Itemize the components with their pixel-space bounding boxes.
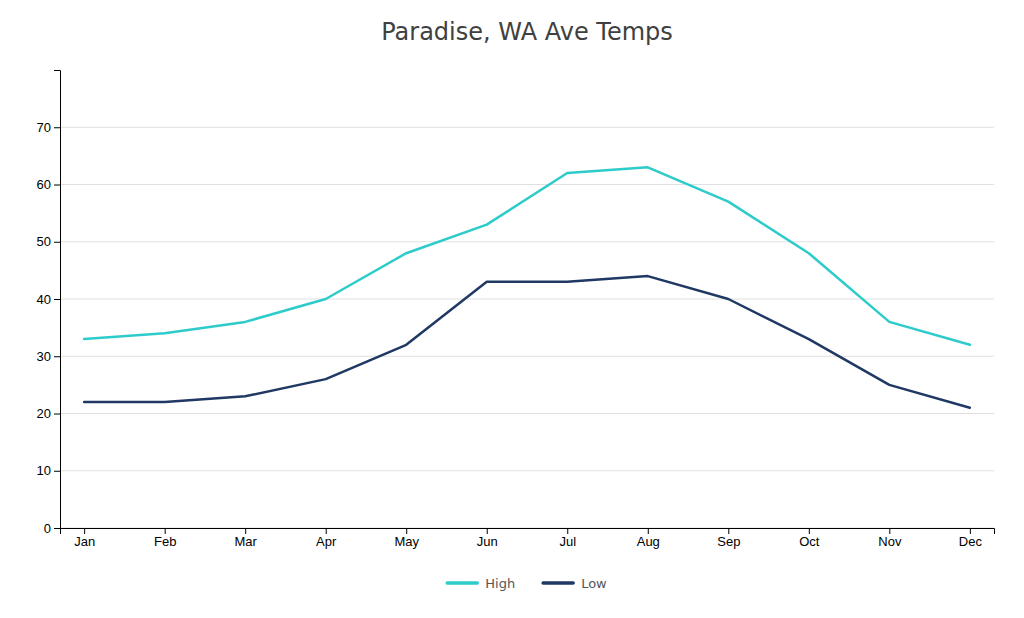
x-tick-mark: [809, 528, 810, 534]
y-tick: 50: [37, 234, 60, 249]
x-tick-label: Oct: [799, 534, 820, 549]
y-axis-line: [54, 71, 61, 529]
legend-swatch: [543, 581, 573, 585]
x-tick: Sep: [717, 528, 740, 549]
title: Paradise, WA Ave Temps: [381, 18, 673, 46]
x-tick: Jan: [74, 528, 95, 549]
y-tick-label: 70: [37, 120, 51, 135]
y-tick-mark: [54, 127, 60, 128]
y-tick-mark: [54, 528, 60, 529]
grid-line: [60, 413, 994, 414]
y-tick-mark: [54, 471, 60, 472]
x-tick-label: Feb: [154, 534, 176, 549]
x-tick-mark: [245, 528, 246, 534]
y-tick-mark: [54, 242, 60, 243]
x-tick: Feb: [154, 528, 176, 549]
x-axis: Jan Feb Mar Apr May Jun Jul Aug Sep Oct Nov Dec: [61, 528, 995, 549]
plot-area: [84, 167, 970, 407]
x-tick: Aug: [637, 528, 660, 549]
grid: [60, 127, 994, 528]
x-tick-mark: [567, 528, 568, 534]
legend: High Low: [447, 576, 607, 591]
series-line: [84, 167, 970, 344]
x-tick-label: May: [394, 534, 419, 549]
x-tick: Jun: [477, 528, 498, 549]
y-tick-mark: [54, 356, 60, 357]
x-tick: Jul: [559, 528, 576, 549]
grid-line: [60, 184, 994, 185]
x-tick-mark: [165, 528, 166, 534]
x-tick-mark: [326, 528, 327, 534]
grid-line: [60, 470, 994, 471]
y-tick-label: 60: [37, 177, 51, 192]
y-tick-label: 0: [44, 521, 51, 536]
x-tick: Nov: [878, 528, 902, 549]
legend-label: Low: [581, 576, 607, 591]
y-tick: 20: [37, 406, 60, 421]
y-tick: 10: [37, 463, 60, 478]
y-tick-mark: [54, 185, 60, 186]
x-tick-mark: [648, 528, 649, 534]
x-tick-label: Jun: [477, 534, 498, 549]
legend-item: Low: [543, 576, 607, 591]
grid-line: [60, 127, 994, 128]
y-tick: 40: [37, 292, 60, 307]
x-tick: Dec: [959, 528, 983, 549]
y-tick-label: 10: [37, 463, 51, 478]
x-tick-mark: [487, 528, 488, 534]
x-tick-mark: [84, 528, 85, 534]
legend-item: High: [447, 576, 515, 591]
y-tick: 30: [37, 349, 60, 364]
y-tick: 60: [37, 177, 60, 192]
series-line: [84, 276, 970, 408]
x-tick-label: Apr: [316, 534, 337, 549]
x-tick-mark: [406, 528, 407, 534]
grid-line: [60, 241, 994, 242]
y-tick-label: 30: [37, 349, 51, 364]
x-tick-label: Jul: [559, 534, 576, 549]
y-tick: 0: [44, 521, 60, 536]
legend-swatch: [447, 581, 477, 585]
x-tick-mark: [728, 528, 729, 534]
y-tick-label: 20: [37, 406, 51, 421]
grid-line: [60, 356, 994, 357]
x-tick: Oct: [799, 528, 820, 549]
x-tick-label: Sep: [717, 534, 740, 549]
y-tick-label: 40: [37, 292, 51, 307]
x-tick-label: Jan: [74, 534, 95, 549]
y-tick-mark: [54, 414, 60, 415]
legend-label: High: [485, 576, 515, 591]
x-tick-label: Mar: [234, 534, 257, 549]
x-tick-mark: [970, 528, 971, 534]
x-tick: Apr: [316, 528, 337, 549]
x-tick-label: Aug: [637, 534, 660, 549]
x-tick-label: Nov: [878, 534, 902, 549]
x-tick-label: Dec: [959, 534, 983, 549]
y-tick-label: 50: [37, 234, 51, 249]
y-tick: 70: [37, 120, 60, 135]
x-tick: Mar: [234, 528, 257, 549]
chart: 0 10 20 30 40 50 60 70 Jan Feb Mar Apr May Jun Jul Aug S…: [0, 0, 1024, 618]
y-axis: 0 10 20 30 40 50 60 70: [37, 71, 61, 536]
grid-line: [60, 299, 994, 300]
x-axis-line: [61, 529, 995, 535]
x-tick-mark: [889, 528, 890, 534]
x-tick: May: [394, 528, 419, 549]
y-tick-mark: [54, 299, 60, 300]
